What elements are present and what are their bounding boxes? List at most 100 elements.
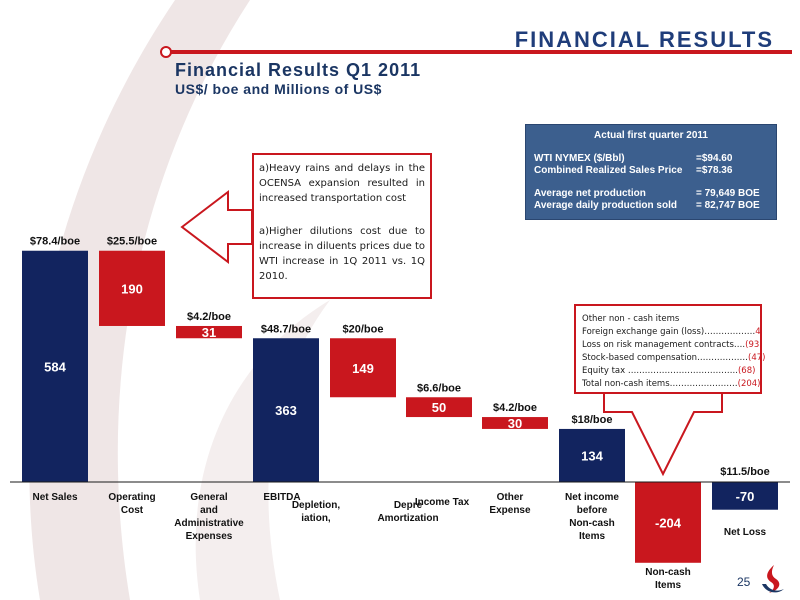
per-boe-label: $48.7/boe	[261, 323, 311, 335]
bar-value-label: 31	[202, 325, 216, 340]
info-label: Average daily production sold	[534, 200, 677, 211]
per-boe-label: $6.6/boe	[417, 382, 461, 394]
category-label: Non-cash Items	[645, 567, 691, 591]
bar-value-label: -204	[655, 515, 682, 530]
non-cash-value: (93)	[745, 340, 763, 350]
bar	[712, 482, 778, 510]
bar	[406, 397, 472, 418]
info-label: WTI NYMEX ($/Bbl)	[534, 153, 625, 164]
non-cash-label: Equity tax ….……………………………..	[582, 366, 738, 376]
category-label-line: Expense	[489, 505, 531, 516]
non-cash-row: Foreign exchange gain (loss)……………… 4	[582, 326, 761, 339]
bar	[635, 482, 701, 563]
bar-value-label: 190	[121, 281, 143, 296]
category-label: Net Sales	[32, 492, 77, 503]
category-label: EBITDA	[263, 492, 300, 503]
non-cash-row: Stock-based compensation……………… (47)	[582, 352, 766, 365]
page-title: Financial Results Q1 2011	[175, 60, 422, 80]
bar-value-label: 149	[352, 361, 374, 376]
bar-value-label: -70	[736, 489, 755, 504]
per-boe-label: $20/boe	[343, 323, 384, 335]
category-label-line: Net income	[565, 492, 619, 503]
category-label: General and Administrative Expenses	[174, 492, 244, 542]
bar	[253, 338, 319, 482]
info-box-heading: Actual first quarter 2011	[594, 130, 708, 141]
category-label: Income Tax	[415, 497, 470, 508]
info-box: Actual first quarter 2011 WTI NYMEX ($/B…	[525, 124, 777, 220]
brand-title: FINANCIAL RESULTS	[514, 27, 774, 52]
per-boe-label: $78.4/boe	[30, 236, 80, 248]
info-value: =$94.60	[696, 153, 733, 164]
category-label-line: Non-cash	[569, 518, 615, 529]
info-value: = 79,649 BOE	[696, 188, 760, 199]
page-number: 25	[737, 575, 751, 589]
category-label-line: Depre	[394, 500, 423, 511]
non-cash-value: 4	[755, 327, 761, 337]
non-cash-value: (47)	[748, 353, 766, 363]
bar	[99, 250, 165, 326]
bar-value-label: 584	[44, 359, 66, 374]
category-label-line: and	[200, 505, 218, 516]
info-label: Average net production	[534, 188, 646, 199]
category-label: Depletion, iation,	[292, 500, 341, 524]
category-label-line: iation,	[301, 513, 331, 524]
callout-text: a)Heavy rains and delays in the OCENSA e…	[259, 163, 425, 204]
category-label-line: before	[577, 505, 608, 516]
page-subtitle: US$/ boe and Millions of US$	[175, 81, 382, 97]
company-logo	[762, 565, 784, 593]
callout-text: a)Higher dilutions cost due to increase …	[259, 226, 425, 282]
bar	[176, 325, 242, 339]
bar	[482, 417, 548, 429]
non-cash-label: Foreign exchange gain (loss)………………	[582, 327, 756, 337]
category-label-line: Cost	[121, 505, 144, 516]
bar-value-label: 50	[432, 400, 446, 415]
category-label-line: Amortization	[377, 513, 438, 524]
category-label: Net Loss	[724, 527, 767, 538]
per-boe-label: $4.2/boe	[187, 311, 231, 323]
category-label-line: Other	[497, 492, 524, 503]
info-row: WTI NYMEX ($/Bbl) =$94.60	[534, 153, 768, 165]
info-label: Combined Realized Sales Price	[534, 165, 683, 176]
category-label-line: Net Loss	[724, 527, 767, 538]
category-label-line: Depletion,	[292, 500, 341, 511]
category-label-line: Net Sales	[32, 492, 77, 503]
info-value: =$78.36	[696, 165, 733, 176]
category-label-line: Items	[655, 580, 682, 591]
category-label: Depre Amortization	[377, 500, 438, 524]
non-cash-label: Total non-cash items……………………	[582, 379, 738, 389]
bar-value-label: 30	[508, 416, 522, 431]
category-label-line: General	[190, 492, 227, 503]
non-cash-value: (204)	[737, 379, 761, 389]
non-cash-label: Loss on risk management contracts….	[582, 340, 746, 350]
category-label: Operating Cost	[108, 492, 155, 516]
non-cash-row: Equity tax ….…………………………….. (68)	[582, 365, 755, 378]
category-label-line: Administrative	[174, 518, 244, 529]
category-label-line: Non-cash	[645, 567, 691, 578]
category-label: Net income before Non-cash Items	[565, 492, 619, 542]
category-label-line: Operating	[108, 492, 155, 503]
category-label-line: Income Tax	[415, 497, 470, 508]
info-row: Average daily production sold = 82,747 B…	[534, 200, 768, 212]
per-boe-label: $25.5/boe	[107, 236, 157, 248]
callout-arrow-down	[603, 394, 723, 477]
non-cash-row: Loss on risk management contracts…. (93)	[582, 339, 763, 352]
per-boe-label: $4.2/boe	[493, 402, 537, 414]
transport-cost-callout: a)Heavy rains and delays in the OCENSA e…	[252, 153, 432, 299]
info-value: = 82,747 BOE	[696, 200, 760, 211]
non-cash-label: Stock-based compensation………………	[582, 353, 749, 363]
category-label: Other Expense	[489, 492, 531, 516]
bar-value-label: 363	[275, 403, 297, 418]
bar	[330, 338, 396, 398]
bar-value-label: 134	[581, 448, 603, 463]
callout-arrow-left	[180, 189, 253, 265]
non-cash-heading: Other non - cash items	[582, 314, 680, 324]
category-label-line: Items	[579, 531, 606, 542]
non-cash-items-callout: Other non - cash items Foreign exchange …	[574, 304, 766, 394]
bar	[22, 250, 88, 482]
per-boe-label: $11.5/boe	[720, 466, 770, 478]
category-label-line: Expenses	[186, 531, 233, 542]
category-label-line: EBITDA	[263, 492, 300, 503]
per-boe-label: $18/boe	[572, 414, 613, 426]
bar	[559, 428, 625, 482]
